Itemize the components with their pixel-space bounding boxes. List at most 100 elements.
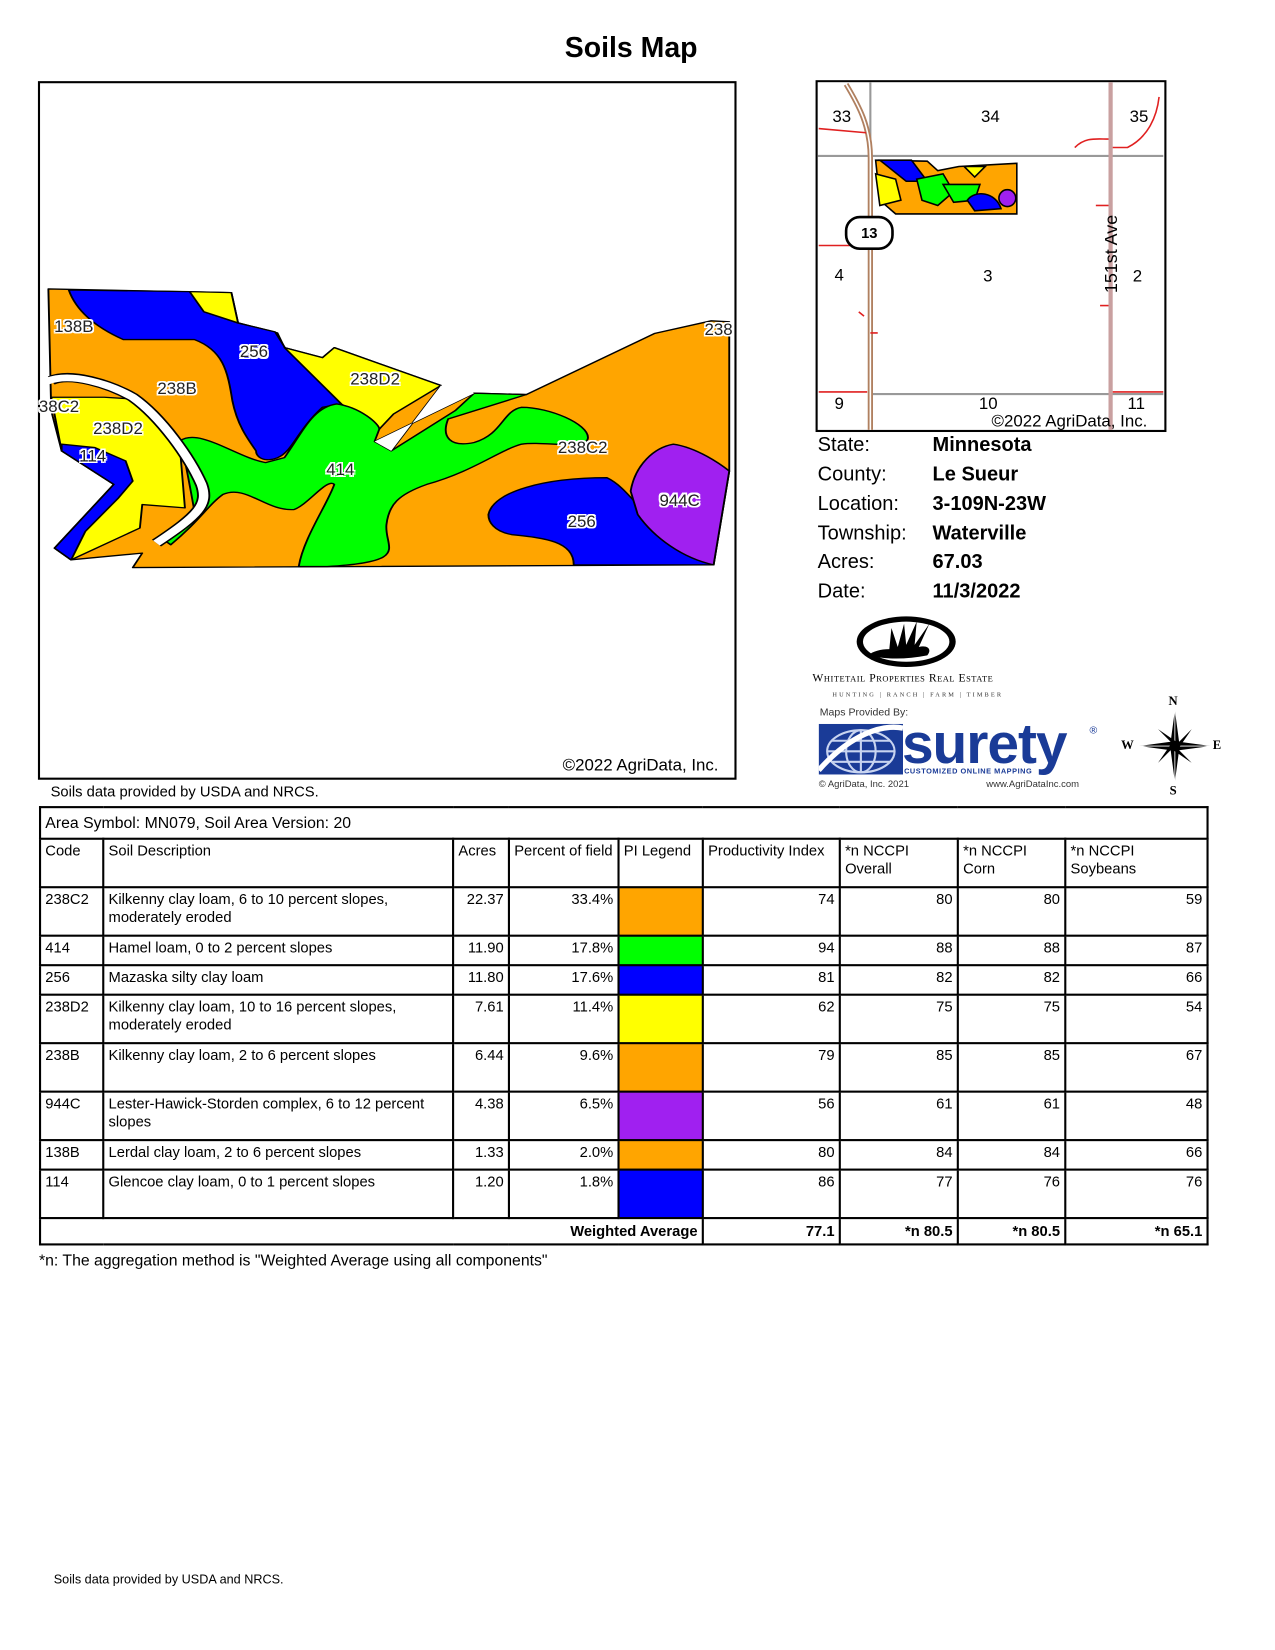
cell-corn: 76 <box>956 1168 1067 1220</box>
weighted-average-row: Weighted Average 77.1 *n 80.5 *n 80.5 *n 65.… <box>38 1217 1209 1246</box>
cell-pi: 56 <box>701 1090 841 1142</box>
pi-legend-swatch <box>617 964 704 996</box>
table-row: 138B Lerdal clay loam, 2 to 6 percent slo… <box>38 1139 1209 1171</box>
info-label: Township: <box>817 522 907 545</box>
surety-tagline: CUSTOMIZED ONLINE MAPPING <box>904 768 1033 776</box>
cell-pct: 17.6% <box>507 964 620 996</box>
weighted-pi: 77.1 <box>701 1217 841 1246</box>
cell-pi: 62 <box>701 993 841 1045</box>
info-value: Le Sueur <box>932 463 1019 486</box>
pi-legend-swatch <box>617 1168 704 1220</box>
cell-soy: 66 <box>1064 1139 1209 1171</box>
info-value: Minnesota <box>932 434 1032 457</box>
compass-e: E <box>1212 737 1222 753</box>
cell-pct: 9.6% <box>507 1042 620 1093</box>
table-row: 114 Glencoe clay loam, 0 to 1 percent slo… <box>38 1168 1209 1220</box>
cell-pct: 2.0% <box>507 1139 620 1171</box>
info-value: Waterville <box>932 522 1027 545</box>
soil-map-label: 238D2 <box>93 420 143 439</box>
column-header: *n NCCPI Corn <box>956 837 1067 889</box>
cell-code: 238B <box>38 1042 105 1093</box>
cell-corn: 61 <box>956 1090 1067 1142</box>
soil-map-label: 238C2 <box>557 439 608 458</box>
cell-soy: 59 <box>1064 886 1209 937</box>
compass-rose-icon <box>1139 710 1211 782</box>
info-label: Acres: <box>817 551 875 574</box>
cell-pct: 33.4% <box>507 886 620 937</box>
highway-shield-13: 13 <box>861 224 878 242</box>
surety-globe-icon <box>818 723 904 775</box>
cell-desc: Mazaska silty clay loam <box>102 964 455 996</box>
soil-map-label: 256 <box>239 343 269 362</box>
soil-map-label: 114 <box>79 447 107 466</box>
cell-code: 256 <box>38 964 105 996</box>
cell-soy: 66 <box>1064 964 1209 996</box>
cell-pi: 81 <box>701 964 841 996</box>
whitetail-tagline: HUNTING | RANCH | FARM | TIMBER <box>832 692 1004 699</box>
cell-code: 414 <box>38 934 105 967</box>
soil-map-label: 414 <box>326 461 355 480</box>
info-label: Location: <box>817 493 899 516</box>
cell-acres: 6.44 <box>452 1042 510 1093</box>
surety-logo-text: surety <box>901 712 1068 776</box>
cell-acres: 11.90 <box>452 934 510 967</box>
page-title: Soils Map <box>564 31 698 64</box>
agridata-copyright: © AgriData, Inc. 2021 <box>818 778 910 790</box>
column-header: Code <box>38 837 105 889</box>
cell-code: 138B <box>38 1139 105 1171</box>
inset-location-map <box>815 80 1167 433</box>
cell-code: 114 <box>38 1168 105 1220</box>
cell-corn: 84 <box>956 1139 1067 1171</box>
cell-corn: 88 <box>956 934 1067 967</box>
compass-w: W <box>1121 737 1134 753</box>
cell-acres: 22.37 <box>452 886 510 937</box>
column-header: Productivity Index <box>701 837 841 889</box>
inset-copyright: ©2022 AgriData, Inc. <box>991 413 1148 431</box>
cell-acres: 4.38 <box>452 1090 510 1142</box>
table-row: 944C Lester-Hawick-Storden complex, 6 to … <box>38 1090 1209 1142</box>
section-label: 10 <box>978 395 998 414</box>
cell-overall: 84 <box>838 1139 959 1171</box>
section-label: 35 <box>1129 108 1149 127</box>
cell-soy: 67 <box>1064 1042 1209 1093</box>
info-value: 11/3/2022 <box>932 580 1021 603</box>
cell-acres: 1.33 <box>452 1139 510 1171</box>
cell-desc: Lerdal clay loam, 2 to 6 percent slopes <box>102 1139 455 1171</box>
cell-desc: Kilkenny clay loam, 6 to 10 percent slop… <box>102 886 455 937</box>
soil-polygon-blue-114 <box>53 443 134 561</box>
info-label: County: <box>817 463 887 486</box>
cell-overall: 80 <box>838 886 959 937</box>
column-header: PI Legend <box>617 837 704 889</box>
cell-pct: 6.5% <box>507 1090 620 1142</box>
map-notch <box>374 385 475 451</box>
compass-s: S <box>1169 782 1177 798</box>
soil-polygon-yellow-top <box>188 290 239 324</box>
cell-soy: 54 <box>1064 993 1209 1045</box>
cell-desc: Lester-Hawick-Storden complex, 6 to 12 p… <box>102 1090 455 1142</box>
cell-overall: 82 <box>838 964 959 996</box>
table-row: 238C2 Kilkenny clay loam, 6 to 10 percent… <box>38 886 1209 937</box>
info-label: State: <box>817 434 870 457</box>
whitetail-name: Whitetail Properties Real Estate <box>812 672 994 685</box>
table-row: 238D2 Kilkenny clay loam, 10 to 16 percen… <box>38 993 1209 1045</box>
cell-pi: 74 <box>701 886 841 937</box>
cell-acres: 1.20 <box>452 1168 510 1220</box>
cell-pi: 94 <box>701 934 841 967</box>
section-label: 34 <box>980 108 1000 127</box>
cell-code: 944C <box>38 1090 105 1142</box>
road-label: 151st Ave <box>1101 214 1122 294</box>
section-label: 33 <box>832 108 852 127</box>
table-header-row: Code Soil Description Acres Percent of fiel… <box>38 837 1209 889</box>
soil-polygon-green-414 <box>165 392 589 568</box>
pi-legend-swatch <box>617 993 704 1045</box>
source-note: Soils data provided by USDA and NRCS. <box>50 782 319 800</box>
cell-overall: 61 <box>838 1090 959 1142</box>
pi-legend-swatch <box>617 1090 704 1142</box>
column-header: Acres <box>452 837 510 889</box>
table-row: 414 Hamel loam, 0 to 2 percent slopes 11.9… <box>38 934 1209 967</box>
cell-acres: 11.80 <box>452 964 510 996</box>
info-value: 3-109N-23W <box>932 493 1047 516</box>
cell-pi: 80 <box>701 1139 841 1171</box>
cell-soy: 48 <box>1064 1090 1209 1142</box>
weighted-corn: *n 80.5 <box>956 1217 1067 1246</box>
